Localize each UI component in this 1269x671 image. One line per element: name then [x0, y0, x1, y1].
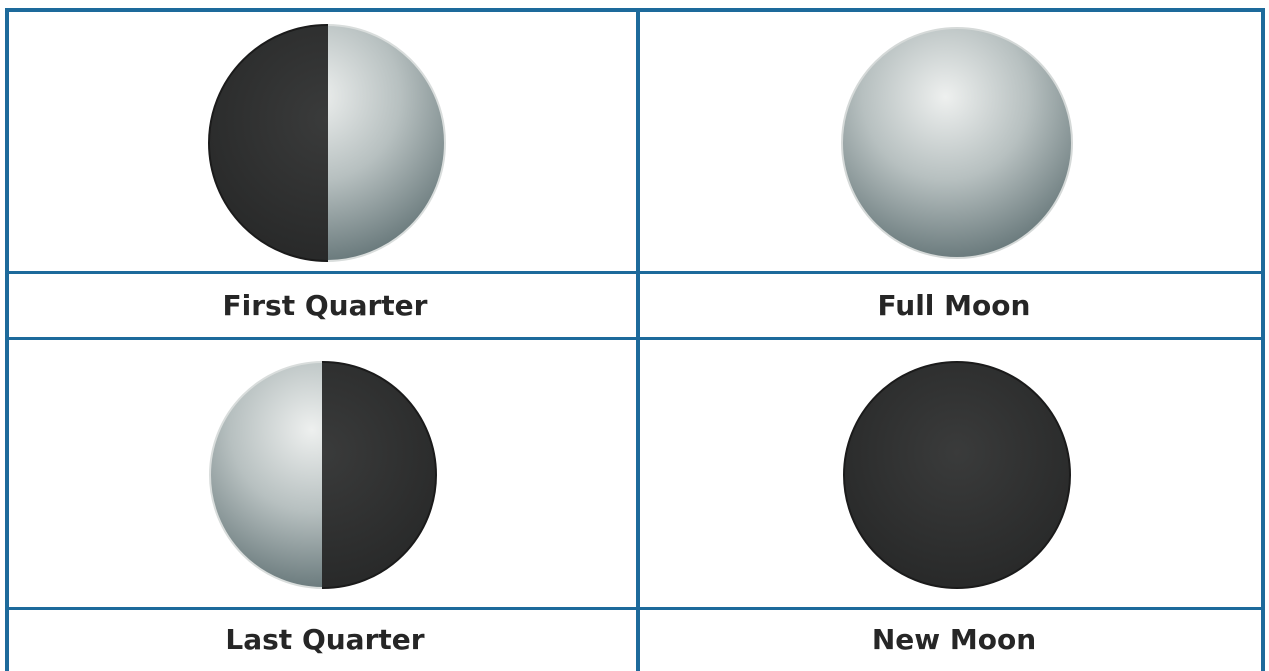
last-quarter-moon: [210, 362, 436, 588]
phase-label: Full Moon: [878, 289, 1031, 322]
border: [5, 337, 1265, 340]
full-moon: [842, 28, 1072, 258]
page: First Quarter Full Moon Last Quarter New…: [0, 0, 1269, 671]
first-quarter-moon: [209, 25, 445, 261]
border: [5, 607, 1265, 610]
phase-label: Last Quarter: [225, 623, 424, 656]
table-borders: [5, 8, 1265, 671]
phase-label: First Quarter: [223, 289, 428, 322]
moon-phases-table: First Quarter Full Moon Last Quarter New…: [0, 0, 1269, 671]
border: [5, 271, 1265, 274]
border: [5, 8, 1265, 12]
new-moon: [844, 362, 1070, 588]
phase-label: New Moon: [872, 623, 1036, 656]
